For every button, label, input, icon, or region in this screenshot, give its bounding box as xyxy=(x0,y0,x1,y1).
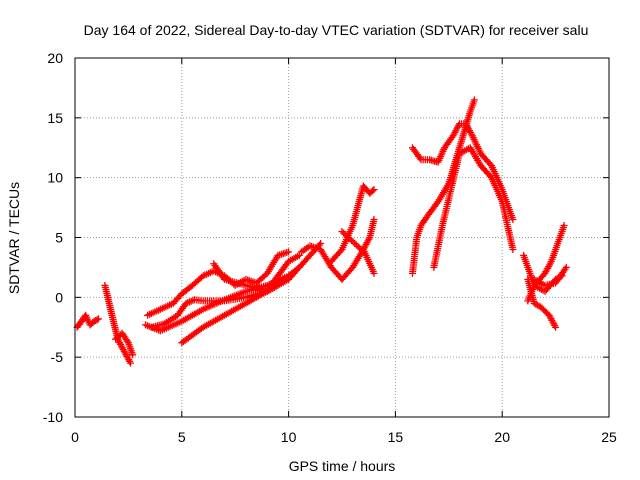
y-tick-label: 20 xyxy=(47,50,63,66)
data-point-markers xyxy=(142,263,303,335)
x-axis-label: GPS time / hours xyxy=(289,458,396,474)
y-tick-label: 10 xyxy=(47,170,63,186)
data-point-markers xyxy=(112,329,137,359)
data-series xyxy=(338,228,365,253)
data-series xyxy=(210,251,303,294)
y-tick-label: 15 xyxy=(47,110,63,126)
data-point-markers xyxy=(297,242,378,283)
data-point-markers xyxy=(101,281,134,367)
y-tick-labels: -10 -5 0 5 10 15 20 xyxy=(43,50,63,425)
data-series xyxy=(142,263,303,335)
data-points xyxy=(73,96,570,367)
x-tick-label: 10 xyxy=(281,429,297,445)
x-tick-label: 25 xyxy=(601,429,617,445)
y-axis-label: SDTVAR / TECUs xyxy=(6,182,22,294)
x-tick-label: 5 xyxy=(178,429,186,445)
x-tick-label: 15 xyxy=(388,429,404,445)
data-series xyxy=(178,240,325,347)
x-tick-label: 0 xyxy=(71,429,79,445)
y-tick-label: -10 xyxy=(43,409,63,425)
data-point-markers xyxy=(178,240,325,347)
data-point-markers xyxy=(409,120,517,223)
y-tick-label: 5 xyxy=(55,230,63,246)
data-series xyxy=(409,120,517,223)
data-series xyxy=(359,216,378,253)
data-point-markers xyxy=(530,263,570,289)
x-tick-label: 20 xyxy=(494,429,510,445)
data-series xyxy=(297,242,378,283)
axis-ticks xyxy=(74,57,610,418)
data-series xyxy=(524,275,560,331)
data-series xyxy=(101,281,134,367)
y-tick-label: -5 xyxy=(51,349,64,365)
data-series xyxy=(112,329,137,359)
data-point-markers xyxy=(359,216,378,253)
x-tick-labels: 0 5 10 15 20 25 xyxy=(71,429,617,445)
data-series xyxy=(430,144,517,271)
chart-title: Day 164 of 2022, Sidereal Day-to-day VTE… xyxy=(84,22,589,38)
grid-lines xyxy=(75,58,609,417)
data-series xyxy=(327,182,378,265)
data-point-markers xyxy=(524,275,560,331)
data-series xyxy=(530,263,570,289)
y-tick-label: 0 xyxy=(55,289,63,305)
data-point-markers xyxy=(210,251,303,294)
data-point-markers xyxy=(338,228,365,253)
data-series xyxy=(73,311,102,331)
data-point-markers xyxy=(430,144,517,271)
data-point-markers xyxy=(73,311,102,331)
data-point-markers xyxy=(327,182,378,265)
